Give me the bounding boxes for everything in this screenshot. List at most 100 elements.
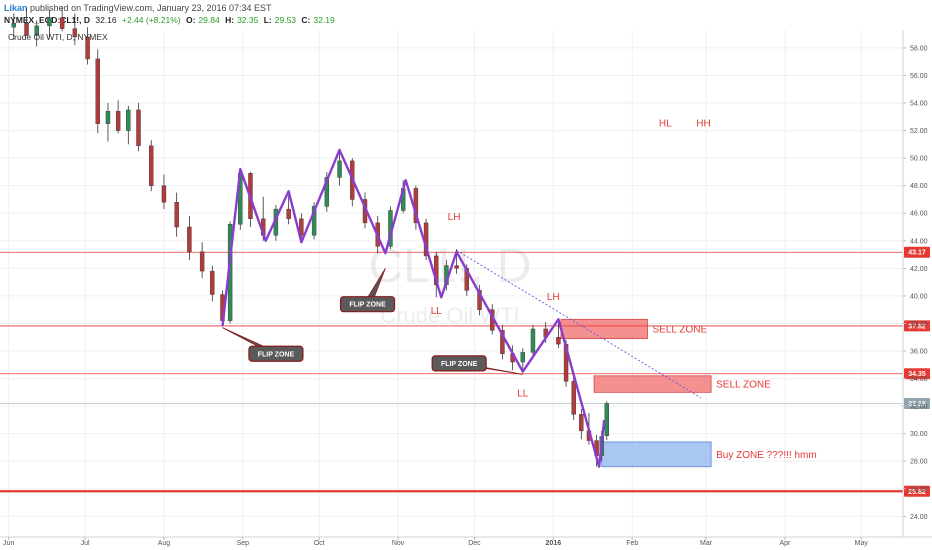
candle-body [24, 22, 29, 36]
level-price-tag [904, 320, 930, 332]
swing-label: HL [659, 118, 672, 129]
candle-body [161, 185, 167, 203]
ohlc-line: NYMEX_EOD:CL1!, D 32.16 +2.44 (+8.21%) O… [4, 15, 338, 25]
candle-body [34, 25, 39, 36]
x-tick-label: Oct [314, 540, 325, 547]
open-label: O: [185, 15, 196, 25]
y-tick-label: 54.00 [910, 101, 928, 108]
close-value: 32.19 [313, 15, 335, 25]
symbol-text: NYMEX_EOD:CL1!, D [4, 15, 90, 25]
open-value: 29.84 [198, 15, 220, 25]
y-axis[interactable]: 24.00 26.00 28.00 30.00 32.00 34.00 36.00 38.00… [903, 45, 928, 521]
y-tick-label: 24.00 [910, 514, 928, 521]
candle-body [11, 22, 16, 28]
callout-label: FLIP ZONE [258, 351, 295, 358]
zone-box [593, 375, 712, 393]
author-name[interactable]: Likan [4, 3, 28, 13]
x-tick-label: Aug [158, 540, 171, 547]
x-axis[interactable]: Jun Jul Aug Sep Oct Nov Dec 2016 Feb Mar Apr May [3, 537, 868, 547]
low-value: 29.53 [274, 15, 297, 25]
y-tick-label: 34.00 [910, 376, 928, 383]
candle-body [286, 208, 291, 219]
swing-label: HH [696, 118, 710, 129]
callout-box [248, 345, 304, 362]
last-price: 32.16 [95, 15, 117, 25]
candle-body [72, 28, 78, 38]
candle-body [85, 36, 90, 60]
y-tick-label: 42.00 [910, 266, 928, 273]
level-price-tag [904, 397, 930, 409]
zone-label: SELL ZONE [652, 324, 707, 335]
y-tick-label: 56.00 [910, 73, 928, 80]
x-tick-label: May [855, 540, 869, 547]
x-tick-label: Jun [3, 540, 14, 547]
candle-body [530, 328, 536, 353]
y-tick-label: 26.00 [910, 486, 928, 493]
watermark-symbol: CL1!, D [369, 240, 532, 293]
trendline-layer [456, 250, 702, 399]
y-tick-label: 48.00 [910, 183, 928, 190]
candle-body [556, 337, 561, 345]
zone-box [601, 441, 712, 468]
x-tick-label: Apr [779, 540, 791, 547]
close-label: C: [301, 15, 311, 25]
y-tick-label: 44.00 [910, 238, 928, 245]
y-tick-label: 32.00 [910, 404, 928, 411]
candle-body [579, 414, 584, 432]
annotations-layer: LH LL LH LL HL HH FLIP ZONE FLIP ZONE FLIP ZONE [222, 118, 711, 399]
watermark: CL1!, D Crude Oil WTI [369, 240, 532, 328]
candle-body [105, 111, 111, 124]
y-tick-label: 40.00 [910, 293, 928, 300]
callout-label: FLIP ZONE [349, 302, 386, 309]
y-tick-label: 58.00 [910, 45, 928, 52]
x-tick-label: Mar [700, 540, 713, 547]
candle-body [604, 403, 609, 437]
x-tick-label: Jul [81, 540, 90, 547]
x-tick-label: Dec [468, 540, 481, 547]
level-price-label: 34.35 [908, 371, 926, 378]
level-price-label: 32.19 [908, 401, 926, 408]
x-tick-label: Sep [237, 540, 250, 547]
candle-body [500, 330, 505, 354]
candle-body [477, 290, 482, 310]
candle-body [115, 111, 121, 131]
high-label: H: [225, 15, 235, 25]
level-price-tag [904, 368, 930, 380]
x-tick-label: 2016 [546, 540, 562, 547]
zone-label: Buy ZONE ???!!! hmm [716, 450, 817, 461]
level-price-label: 43.17 [908, 250, 926, 257]
low-label: L: [263, 15, 272, 25]
level-price-label: 25.82 [908, 489, 926, 496]
level-price-tag [904, 246, 930, 258]
level-price-tag [904, 485, 930, 497]
swing-label: LH [547, 292, 560, 303]
candle-body [571, 381, 576, 415]
swing-label: LL [431, 306, 443, 317]
trend-line [456, 250, 702, 399]
callout-box [339, 296, 396, 313]
candle-body [311, 206, 317, 236]
callout-label: FLIP ZONE [441, 361, 478, 368]
candle-body [136, 109, 141, 146]
watermark-name: Crude Oil WTI [380, 303, 519, 328]
high-value: 32.35 [237, 15, 259, 25]
candle-body [187, 226, 192, 253]
y-tick-label: 52.00 [910, 128, 928, 135]
callout-box [431, 355, 487, 372]
candle-body [199, 251, 205, 272]
candle-body [520, 352, 525, 363]
zone-label: SELL ZONE [716, 380, 771, 391]
candle-body [299, 218, 304, 236]
candle-body [324, 177, 330, 207]
swing-label: LL [517, 388, 529, 399]
x-tick-label: Feb [626, 540, 638, 547]
zigzag-line [221, 148, 606, 468]
candle-body [337, 160, 342, 178]
candle-body [95, 58, 100, 124]
candle-body [47, 17, 52, 27]
candle-body [454, 265, 459, 269]
y-tick-label: 28.00 [910, 459, 928, 466]
candle-body [126, 109, 131, 131]
y-tick-label: 30.00 [910, 431, 928, 438]
